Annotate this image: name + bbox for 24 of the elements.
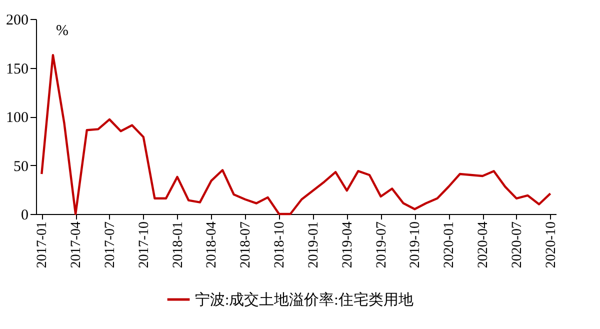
x-tick-label: 2019-04: [340, 222, 356, 268]
y-tick-label: 200: [6, 12, 28, 28]
x-tick-label: 2017-10: [136, 222, 152, 268]
x-tick-label: 2019-07: [374, 222, 390, 268]
x-tick-label: 2019-10: [408, 222, 424, 268]
y-tick-label: 150: [6, 61, 28, 78]
x-tick-label: 2020-10: [544, 222, 559, 268]
x-tick-label: 2018-10: [272, 222, 288, 268]
y-axis-title: %: [56, 23, 68, 39]
x-tick-label: 2018-01: [170, 222, 186, 268]
x-tick-label: 2017-04: [69, 222, 84, 268]
x-tick-label: 2020-04: [476, 222, 492, 268]
y-tick-label: 0: [21, 208, 28, 224]
y-tick-label: 100: [6, 110, 28, 126]
y-tick-label: 50: [14, 158, 28, 175]
x-tick-label: 2018-07: [238, 222, 254, 268]
x-tick-label: 2020-01: [442, 222, 458, 268]
x-tick-label: 2017-07: [102, 222, 118, 268]
x-tick-label: 2020-07: [510, 222, 525, 268]
line-series: [40, 54, 552, 216]
x-tick-label: 2019-01: [306, 222, 322, 268]
x-tick-label: 2018-04: [204, 222, 220, 268]
legend-label: 宁波:成交土地溢价率:住宅类用地: [195, 292, 414, 308]
x-tick-label: 2017-01: [35, 222, 50, 268]
